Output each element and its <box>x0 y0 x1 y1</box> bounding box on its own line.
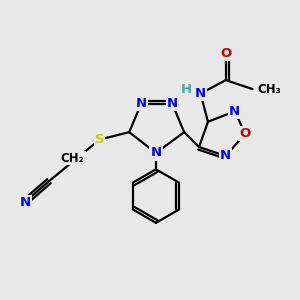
Text: N: N <box>136 98 147 110</box>
Text: CH₃: CH₃ <box>257 82 281 96</box>
Text: N: N <box>20 196 31 209</box>
Text: O: O <box>220 47 231 60</box>
Text: N: N <box>195 87 206 100</box>
Text: N: N <box>220 149 231 162</box>
Text: S: S <box>95 133 104 146</box>
Text: O: O <box>239 127 251 140</box>
Text: CH₂: CH₂ <box>61 152 85 164</box>
Text: H: H <box>181 83 192 97</box>
Text: N: N <box>229 105 240 118</box>
Text: N: N <box>167 98 178 110</box>
Text: N: N <box>150 146 161 160</box>
